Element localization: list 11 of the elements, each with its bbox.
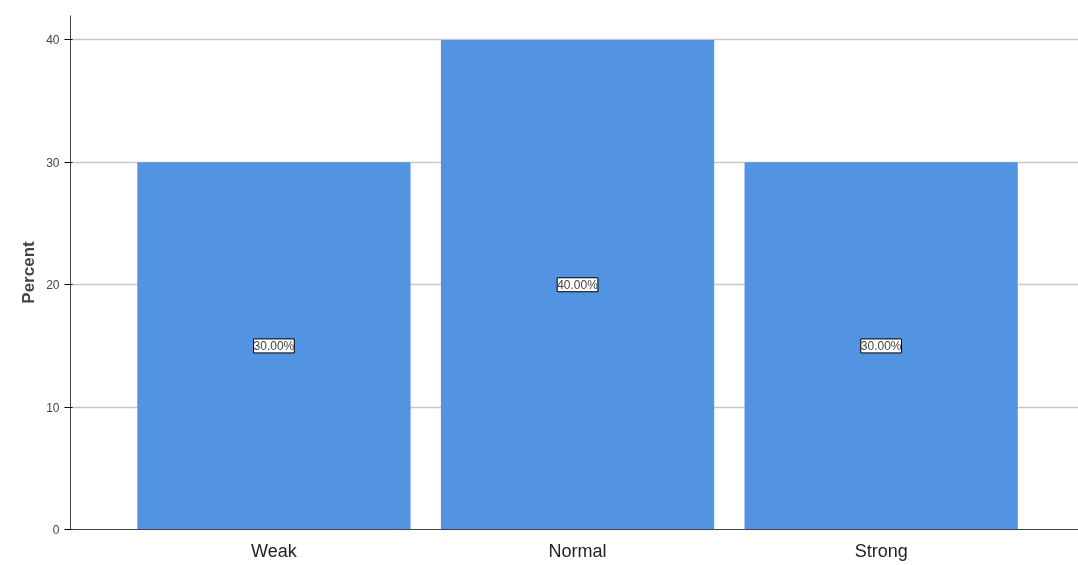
y-tick-label: 10 (46, 400, 60, 415)
y-tick-label: 20 (46, 278, 60, 293)
x-tick-label: Normal (548, 540, 607, 561)
data-label: 30.00% (860, 338, 902, 353)
data-label: 30.00% (253, 338, 295, 353)
x-tick-label: Strong (854, 540, 908, 561)
y-tick-label: 30 (46, 155, 60, 170)
x-tick-label: Weak (251, 540, 298, 561)
y-tick-label: 40 (46, 33, 60, 48)
y-axis-title: Percent (19, 240, 39, 304)
y-tick-label: 0 (52, 523, 60, 537)
